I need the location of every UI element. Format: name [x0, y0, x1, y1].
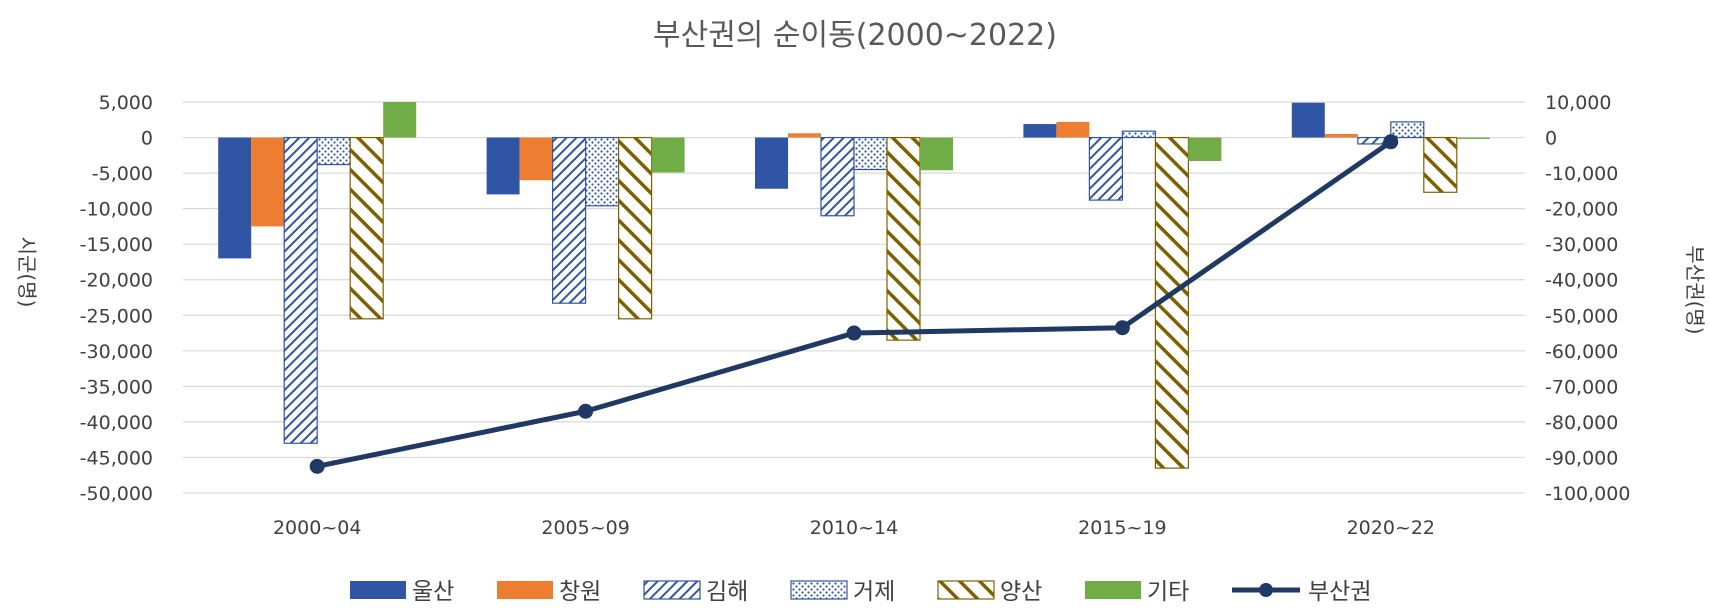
legend-swatch [1085, 581, 1141, 599]
bar-김해 [551, 136, 587, 304]
line-series [309, 134, 1399, 474]
line-point [309, 458, 325, 474]
bar-기타 [920, 137, 953, 171]
bar-기타 [1456, 137, 1490, 139]
left-tick-label: -40,000 [80, 412, 153, 434]
bar-기타 [383, 102, 417, 138]
line-point [846, 325, 862, 341]
left-axis-title: 시군(명) [15, 237, 39, 308]
left-tick-label: -15,000 [80, 234, 153, 256]
legend-swatch [643, 580, 701, 600]
right-tick-label: -60,000 [1545, 341, 1618, 363]
right-tick-label: -40,000 [1545, 270, 1618, 292]
legend-label: 거제 [853, 579, 895, 605]
right-tick-label: -20,000 [1545, 199, 1618, 221]
legend-swatch [497, 581, 553, 599]
bar-양산 [617, 136, 653, 320]
legend-label: 김해 [706, 579, 748, 605]
bar-김해 [283, 136, 318, 444]
bar-울산 [755, 137, 788, 189]
bar-기타 [651, 137, 685, 173]
bar-기타 [1188, 137, 1222, 162]
category-label: 2000~04 [273, 517, 361, 539]
legend: 울산 창원 김해 거제 양산 기타 부산권 [350, 579, 1371, 605]
line-point [578, 403, 594, 419]
right-tick-label: -30,000 [1545, 234, 1618, 256]
right-tick-label: 0 [1545, 128, 1557, 150]
category-label: 2010~14 [810, 517, 898, 539]
bar-거제 [853, 136, 888, 171]
bar-양산 [1423, 136, 1458, 193]
right-tick-label: -70,000 [1545, 376, 1618, 398]
right-tick-label: -10,000 [1545, 163, 1618, 185]
left-tick-label: 0 [141, 128, 153, 150]
legend-swatch [350, 581, 406, 599]
left-tick-label: -50,000 [80, 483, 153, 505]
right-axis-ticks: 10,000 0 -10,000 -20,000 -30,000 -40,000 -50,0… [1545, 92, 1630, 505]
bar-울산 [1023, 124, 1057, 138]
bar-창원 [1056, 121, 1090, 138]
legend-label: 창원 [559, 579, 601, 605]
chart-title: 부산권의 순이동(2000~2022) [653, 18, 1057, 53]
left-tick-label: -35,000 [80, 376, 153, 398]
bar-양산 [349, 136, 384, 320]
left-tick-label: -25,000 [80, 305, 153, 327]
line-point [1383, 134, 1399, 150]
bar-울산 [218, 137, 252, 259]
category-label: 2015~19 [1078, 517, 1166, 539]
bar-marks [218, 102, 1490, 469]
legend-label: 기타 [1147, 579, 1189, 605]
left-tick-label: -20,000 [80, 270, 153, 292]
legend-label: 부산권 [1308, 579, 1371, 605]
right-tick-label: -80,000 [1545, 412, 1618, 434]
right-tick-label: -90,000 [1545, 447, 1618, 469]
bar-거제 [1390, 121, 1425, 139]
left-tick-label: -10,000 [80, 199, 153, 221]
bar-울산 [486, 137, 520, 195]
bar-거제 [316, 136, 351, 166]
legend-swatch [790, 580, 848, 600]
bar-양산 [886, 136, 921, 341]
right-tick-label: 10,000 [1545, 92, 1611, 114]
bar-김해 [820, 136, 855, 217]
bar-김해 [1088, 136, 1124, 201]
bar-창원 [251, 137, 285, 227]
bar-울산 [1291, 102, 1325, 138]
bar-창원 [788, 133, 821, 138]
line-point [1114, 320, 1130, 336]
left-tick-label: -5,000 [92, 163, 153, 185]
legend-label: 양산 [1000, 579, 1042, 605]
left-tick-label: -45,000 [80, 447, 153, 469]
bar-거제 [584, 136, 620, 207]
bar-창원 [1324, 133, 1358, 138]
left-tick-label: 5,000 [99, 92, 153, 114]
left-axis-ticks: 5,000 0 -5,000 -10,000 -15,000 -20,000 -25,000… [80, 92, 153, 505]
right-axis-title: 부산권(명) [1683, 245, 1707, 334]
left-tick-label: -30,000 [80, 341, 153, 363]
right-tick-label: -100,000 [1545, 483, 1630, 505]
category-label: 2020~22 [1347, 517, 1435, 539]
legend-swatch [937, 580, 995, 600]
category-label: 2005~09 [541, 517, 629, 539]
bar-창원 [519, 137, 553, 181]
legend-label: 울산 [412, 579, 454, 605]
category-labels: 2000~04 2005~09 2010~14 2015~19 2020~22 [273, 517, 1435, 539]
legend-marker [1259, 583, 1273, 597]
bar-거제 [1121, 130, 1157, 139]
right-tick-label: -50,000 [1545, 305, 1618, 327]
